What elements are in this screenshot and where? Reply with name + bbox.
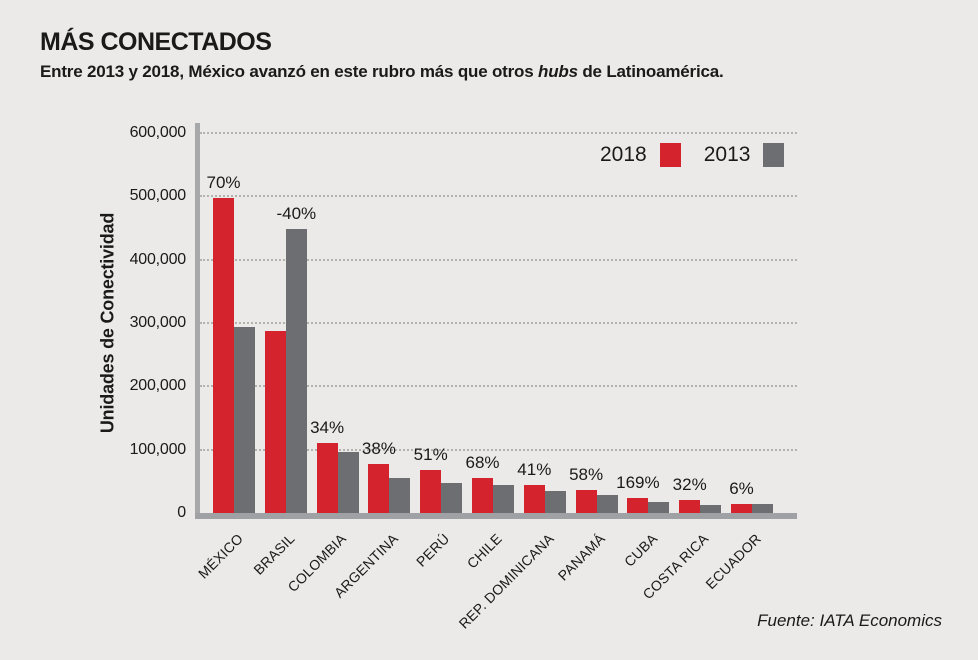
legend-label-2013: 2013 [703,143,751,166]
bar-2018-panama [575,490,597,513]
bar-2013-brasil [285,229,307,513]
x-category-text-brasil: BRASIL [250,530,298,578]
bar-2013-peru [441,482,463,513]
x-axis-line [195,513,797,519]
bar-2013-panama [596,495,618,513]
bar-2013-mexico [234,327,255,513]
y-tick-label-400000: 400,000 [129,250,187,268]
legend: 2018 2013 [600,143,785,167]
chart-title: MÁS CONECTADOS [40,28,272,56]
change-label-panama: 58% [569,465,604,485]
y-tick-label-300000: 300,000 [129,314,187,331]
bar-2018-costa-rica [679,500,701,513]
x-category-text-panama: PANAMÁ [555,530,609,584]
bar-2013-costa-rica [700,505,722,513]
change-label-costa-rica: 32% [672,475,707,495]
legend-label-2018: 2018 [600,143,647,166]
bar-2018-brasil [264,331,286,513]
change-label-brasil: -40% [276,204,317,224]
bar-2013-chile [493,485,514,513]
y-tick-label-200000: 200,000 [129,377,187,395]
bar-2018-peru [420,469,442,513]
change-label-rep-dominicana: 41% [517,459,552,479]
chart-subtitle: Entre 2013 y 2018, México avanzó en este… [40,62,724,82]
change-label-colombia: 34% [310,418,345,438]
bar-2018-mexico [213,197,234,513]
change-label-chile: 68% [465,452,500,472]
x-category-text-mexico: MÉXICO [194,530,246,582]
bar-2018-ecuador [731,503,752,513]
gridline-300000 [200,322,797,324]
change-label-ecuador: 6% [729,478,754,498]
change-label-cuba: 169% [616,472,660,492]
y-tick-label-0: 0 [177,504,186,521]
change-label-mexico: 70% [206,172,241,192]
subtitle-text-end: de Latinoamérica. [577,62,724,81]
gridline-600000 [200,132,797,134]
subtitle-italic-word: hubs [538,62,578,81]
x-category-text-peru: PERÚ [413,530,453,570]
x-category-text-cuba: CUBA [620,530,661,570]
source-credit: Fuente: IATA Economics [757,611,942,630]
bar-2018-rep-dominicana [523,484,545,513]
change-label-peru: 51% [413,444,448,464]
gridline-500000 [200,195,797,198]
bar-2018-argentina [368,463,390,513]
bar-2013-argentina [389,477,411,513]
bar-2013-ecuador [752,503,773,513]
gridline-400000 [200,258,797,261]
subtitle-text: Entre 2013 y 2018, México avanzó en este… [40,62,539,81]
bar-2018-colombia [316,443,338,513]
x-category-text-chile: CHILE [463,530,505,572]
change-label-argentina: 38% [361,438,396,458]
y-tick-label-500000: 500,000 [129,187,187,205]
bar-2013-rep-dominicana [544,491,566,513]
legend-swatch-2018 [659,143,681,167]
bar-2013-colombia [337,452,359,513]
bar-2013-cuba [648,502,670,513]
gridline-100000 [200,448,797,451]
y-axis-line [195,123,200,518]
x-category-text-rep-dominicana: REP. DOMINICANA [455,530,557,632]
gridline-200000 [200,385,797,388]
bar-2018-chile [472,477,493,513]
y-tick-label-100000: 100,000 [129,440,187,458]
bar-2018-cuba [627,497,649,513]
x-category-text-ecuador: ECUADOR [701,530,764,593]
legend-swatch-2013 [763,143,785,167]
y-tick-label-600000: 600,000 [129,124,187,141]
